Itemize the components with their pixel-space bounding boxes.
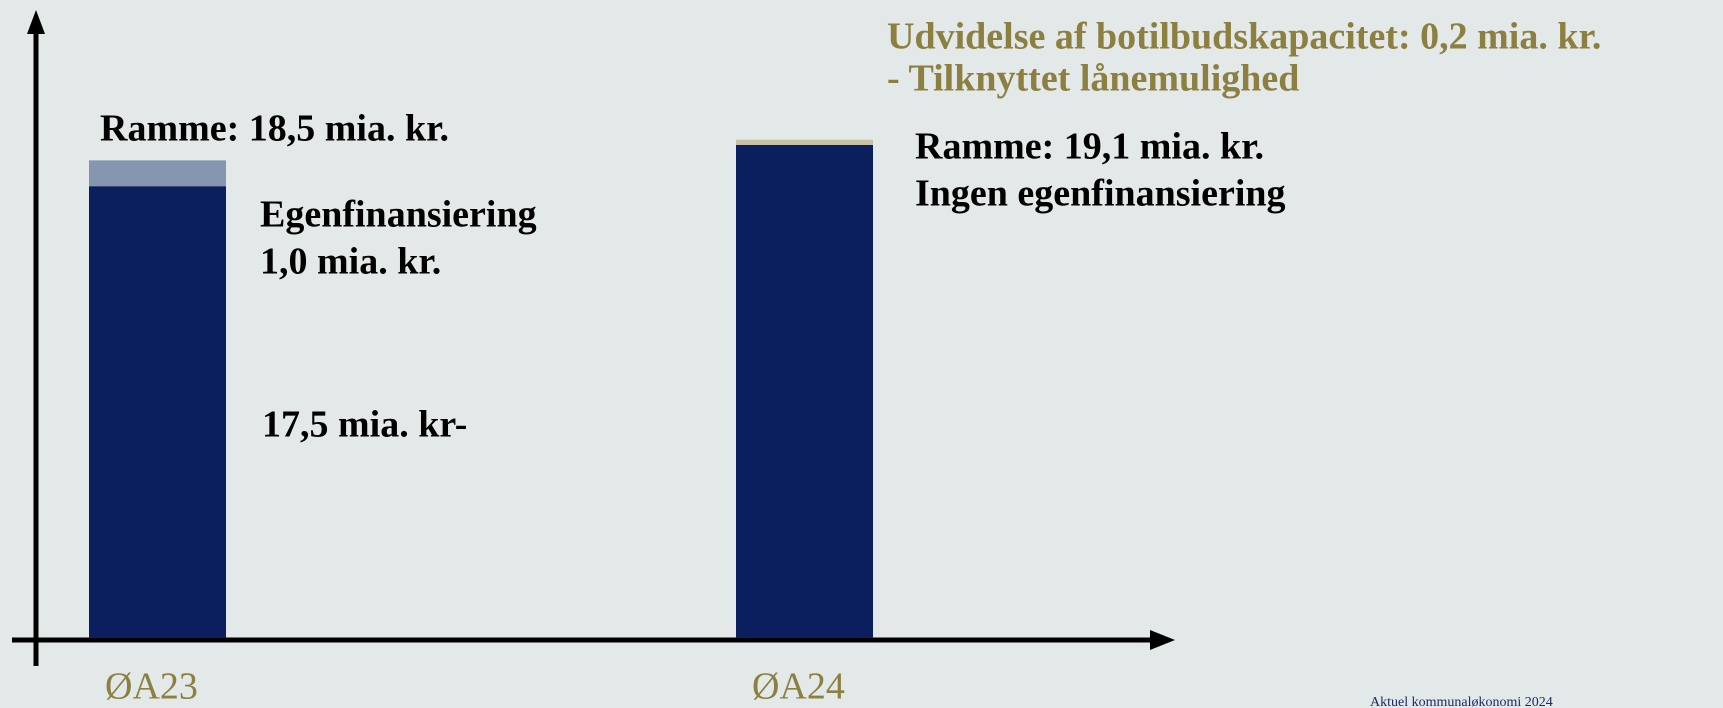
annotation: Egenfinansiering <box>260 194 537 236</box>
x-axis-arrow <box>1150 630 1175 650</box>
annotation: Ramme: 18,5 mia. kr. <box>100 108 449 150</box>
annotation: Ingen egenfinansiering <box>915 173 1286 215</box>
bar-segment <box>89 160 226 187</box>
y-axis-arrow <box>27 10 45 34</box>
annotation: 1,0 mia. kr. <box>260 241 441 283</box>
x-tick-label: ØA24 <box>752 666 845 708</box>
source: Aktuel kommunaløkonomi 2024 <box>1370 695 1553 708</box>
bar-segment <box>89 186 226 638</box>
bar-segment <box>736 139 873 145</box>
annotation: 17,5 mia. kr- <box>262 404 467 446</box>
annotation: Udvidelse af botilbudskapacitet: 0,2 mia… <box>887 16 1601 58</box>
annotation: - Tilknyttet lånemulighed <box>887 58 1299 100</box>
bar-segment <box>736 144 873 638</box>
annotation: Ramme: 19,1 mia. kr. <box>915 126 1264 168</box>
x-tick-label: ØA23 <box>105 666 198 708</box>
